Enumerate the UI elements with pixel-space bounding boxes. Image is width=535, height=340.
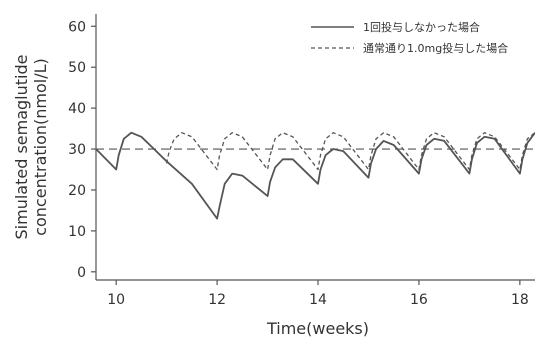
series-line-solid <box>95 131 535 220</box>
y-tick-label: 60 <box>68 19 86 35</box>
y-axis-title-line-1: Simulated semaglutide <box>12 55 31 240</box>
legend-label-dashed: 通常通り1.0mg投与した場合 <box>363 41 508 55</box>
x-tick-label: 18 <box>511 292 529 308</box>
y-tick-label: 40 <box>68 101 86 117</box>
x-ticks: 10 12 14 16 18 <box>107 280 529 308</box>
y-axis-title: Simulated semaglutide concentration(nmol… <box>12 55 50 240</box>
y-tick-label: 10 <box>68 224 86 240</box>
series-line-dashed <box>165 132 535 171</box>
legend-label-solid: 1回投与しなかった場合 <box>363 20 480 34</box>
series-layer <box>95 131 535 220</box>
y-tick-label: 30 <box>68 142 86 158</box>
legend: 1回投与しなかった場合 通常通り1.0mg投与した場合 <box>311 20 508 55</box>
y-tick-label: 50 <box>68 60 86 76</box>
y-axis-title-line-2: concentration(nmol/L) <box>31 58 50 236</box>
x-tick-label: 10 <box>107 292 125 308</box>
x-tick-label: 16 <box>410 292 428 308</box>
x-tick-label: 14 <box>309 292 327 308</box>
y-tick-label: 0 <box>77 265 86 281</box>
y-tick-label: 20 <box>68 183 86 199</box>
y-ticks: 0 10 20 30 40 50 60 <box>68 19 96 281</box>
axes-layer <box>95 14 535 281</box>
x-tick-label: 12 <box>208 292 226 308</box>
x-axis-title: Time(weeks) <box>266 319 369 338</box>
